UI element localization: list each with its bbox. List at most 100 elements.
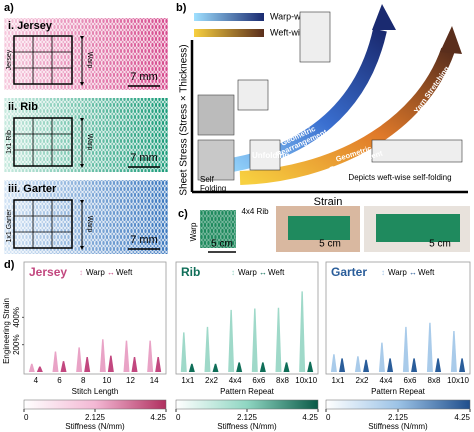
bar	[354, 356, 361, 372]
legend-icon: ↔	[259, 268, 267, 277]
scale-label: 7 mm	[130, 234, 158, 246]
bar	[52, 351, 59, 372]
bar	[76, 347, 83, 372]
x-tick-label: 2x2	[205, 376, 218, 385]
x-tick-label: 1x1	[181, 376, 194, 385]
bar	[411, 358, 418, 372]
panel-b: b) Warp-wise Weft-wise Sheet Stress (Str…	[176, 2, 468, 208]
annotation-line: Folding	[200, 184, 226, 193]
bar	[107, 355, 114, 372]
direction-label: Warp	[86, 52, 93, 69]
colorbar-label: Stiffness (N/mm)	[368, 422, 428, 431]
bar	[147, 340, 154, 372]
swatch-title: i. Jersey	[8, 20, 53, 32]
x-tick-label: 10x10	[447, 376, 469, 385]
colorbar-tick-label: 0	[176, 413, 181, 422]
colorbar-tick-label: 4.25	[150, 413, 166, 422]
bar	[339, 358, 346, 372]
colorbar-tick-label: 4.25	[454, 413, 470, 422]
x-tick-label: 4	[34, 376, 39, 385]
bar	[204, 326, 211, 372]
colorbar	[175, 399, 319, 410]
legend-icon: ↕	[381, 268, 385, 277]
panel-label: a)	[4, 2, 14, 14]
x-axis-label: Strain	[314, 196, 343, 208]
legend-label: Weft	[268, 268, 285, 277]
colorbar-tick-label: 2.125	[388, 413, 409, 422]
legend-label: Warp-wise	[270, 11, 312, 21]
swatch-side-label: Jersey	[6, 49, 13, 70]
legend-label: Weft-wise	[270, 27, 309, 37]
bar	[378, 342, 385, 372]
bar	[123, 340, 130, 372]
panel-label: c)	[178, 208, 188, 220]
bar	[228, 309, 235, 372]
x-axis-label: Pattern Repeat	[371, 387, 426, 396]
x-tick-label: 12	[126, 376, 135, 385]
x-tick-label: 8	[81, 376, 86, 385]
swatch-side-label: 1x1 Rib	[6, 130, 13, 154]
chart-frame	[175, 261, 319, 375]
x-tick-label: 10x10	[295, 376, 317, 385]
bar	[459, 358, 466, 372]
x-axis-label: Stitch Length	[72, 387, 119, 396]
y-tick-label: 400%	[12, 307, 21, 327]
colorbar	[325, 399, 471, 410]
colorbar-tick-label: 2.125	[85, 413, 106, 422]
scale-label: 5 cm	[211, 239, 233, 250]
bar	[188, 363, 195, 372]
y-tick-label: 200%	[12, 334, 21, 354]
colorbar-tick-label: 0	[24, 413, 29, 422]
x-axis-label: Pattern Repeat	[220, 387, 275, 396]
chart-frame	[325, 261, 471, 375]
x-tick-label: 2x2	[356, 376, 369, 385]
swatch-title: iii. Garter	[8, 183, 57, 195]
y-axis-label: Engineering Strain	[2, 298, 11, 364]
caption: Depicts weft-wise self-folding	[348, 173, 451, 182]
x-tick-label: 8x8	[428, 376, 441, 385]
scale-label: 5 cm	[429, 239, 451, 250]
x-tick-label: 14	[150, 376, 159, 385]
colorbar-tick-label: 2.125	[237, 413, 258, 422]
bar	[236, 362, 243, 372]
annotation: Unfolding	[252, 151, 289, 160]
panel-c: c) Warp 4x4 Rib 5 cm 5 cm 5 cm	[178, 206, 470, 253]
panel-label: b)	[176, 2, 187, 14]
legend-icon: ↕	[79, 268, 83, 277]
annotation: Self Folding	[200, 175, 226, 193]
colorbar-tick-label: 0	[326, 413, 331, 422]
x-tick-label: 10	[102, 376, 111, 385]
bar	[259, 362, 266, 372]
bar	[283, 362, 290, 372]
x-tick-label: 8x8	[276, 376, 289, 385]
legend-label: Warp	[238, 268, 257, 277]
legend-icon: ↔	[107, 268, 115, 277]
bar	[131, 356, 138, 372]
swatch-jersey: i. Jersey Jersey Warp 7 mm	[4, 18, 168, 90]
bar	[387, 358, 394, 372]
direction-label: Warp	[86, 134, 93, 151]
bar	[307, 361, 314, 372]
bar	[435, 358, 442, 372]
bar	[180, 332, 187, 372]
colorbar-label: Stiffness (N/mm)	[217, 422, 277, 431]
swatch-title: ii. Rib	[8, 101, 38, 113]
legend-label: Warp	[86, 268, 105, 277]
bar	[450, 331, 457, 372]
x-tick-label: 6x6	[404, 376, 417, 385]
sample-label: 4x4 Rib	[241, 207, 269, 216]
colorbar-label: Stiffness (N/mm)	[65, 422, 125, 431]
swatch-rib: ii. Rib 1x1 Rib Warp 7 mm	[4, 98, 168, 172]
bar	[299, 291, 306, 372]
legend-icon: ↔	[409, 268, 417, 277]
bar	[330, 354, 337, 372]
direction-label: Warp	[86, 216, 93, 233]
annotation-line: Self	[200, 175, 215, 184]
chart-title: Jersey	[29, 265, 67, 279]
bar	[155, 356, 162, 372]
bar	[36, 366, 43, 372]
panel-label: d)	[4, 259, 15, 271]
bar	[28, 363, 35, 372]
x-tick-label: 6	[57, 376, 62, 385]
